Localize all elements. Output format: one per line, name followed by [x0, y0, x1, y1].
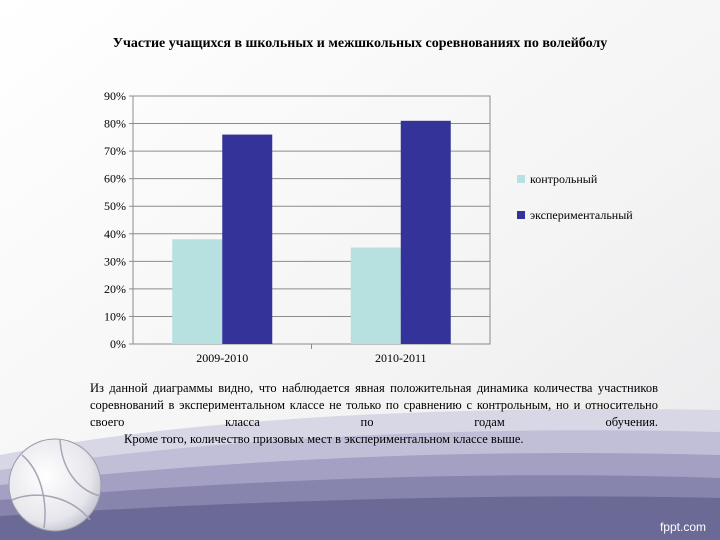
- caption-paragraph: Кроме того, количество призовых мест в э…: [124, 432, 524, 446]
- y-tick-label: 40%: [104, 227, 126, 241]
- axes: 0% 10% 20% 30% 40% 50% 60% 70% 80% 90% 2009-2010 20…: [104, 89, 427, 365]
- x-tick-label: 2010-2011: [375, 351, 427, 365]
- legend-swatch: [517, 175, 525, 183]
- y-tick-label: 30%: [104, 254, 126, 268]
- x-tick-label: 2009-2010: [196, 351, 248, 365]
- y-tick-label: 20%: [104, 282, 126, 296]
- y-tick-label: 60%: [104, 172, 126, 186]
- bar: [400, 120, 451, 344]
- bars: [172, 120, 451, 344]
- y-tick-label: 90%: [104, 89, 126, 103]
- legend: контрольный экспериментальный: [517, 172, 633, 222]
- legend-swatch: [517, 211, 525, 219]
- y-tick-label: 0%: [110, 337, 126, 351]
- bar: [172, 239, 223, 344]
- y-tick-label: 80%: [104, 117, 126, 131]
- page-title: Участие учащихся в школьных и межшкольны…: [112, 36, 608, 51]
- caption-paragraph: Из данной диаграммы видно, что наблюдает…: [90, 381, 658, 429]
- legend-label: контрольный: [530, 172, 598, 186]
- y-tick-label: 70%: [104, 144, 126, 158]
- bar-chart: 0% 10% 20% 30% 40% 50% 60% 70% 80% 90% 2009-2010 20…: [104, 89, 633, 365]
- y-tick-label: 50%: [104, 199, 126, 213]
- caption: Из данной диаграммы видно, что наблюдает…: [90, 380, 658, 448]
- volleyball-icon: [8, 438, 102, 532]
- bar: [350, 247, 401, 344]
- y-tick-label: 10%: [104, 309, 126, 323]
- watermark: fppt.com: [659, 520, 706, 534]
- bar: [222, 134, 273, 344]
- legend-label: экспериментальный: [530, 208, 633, 222]
